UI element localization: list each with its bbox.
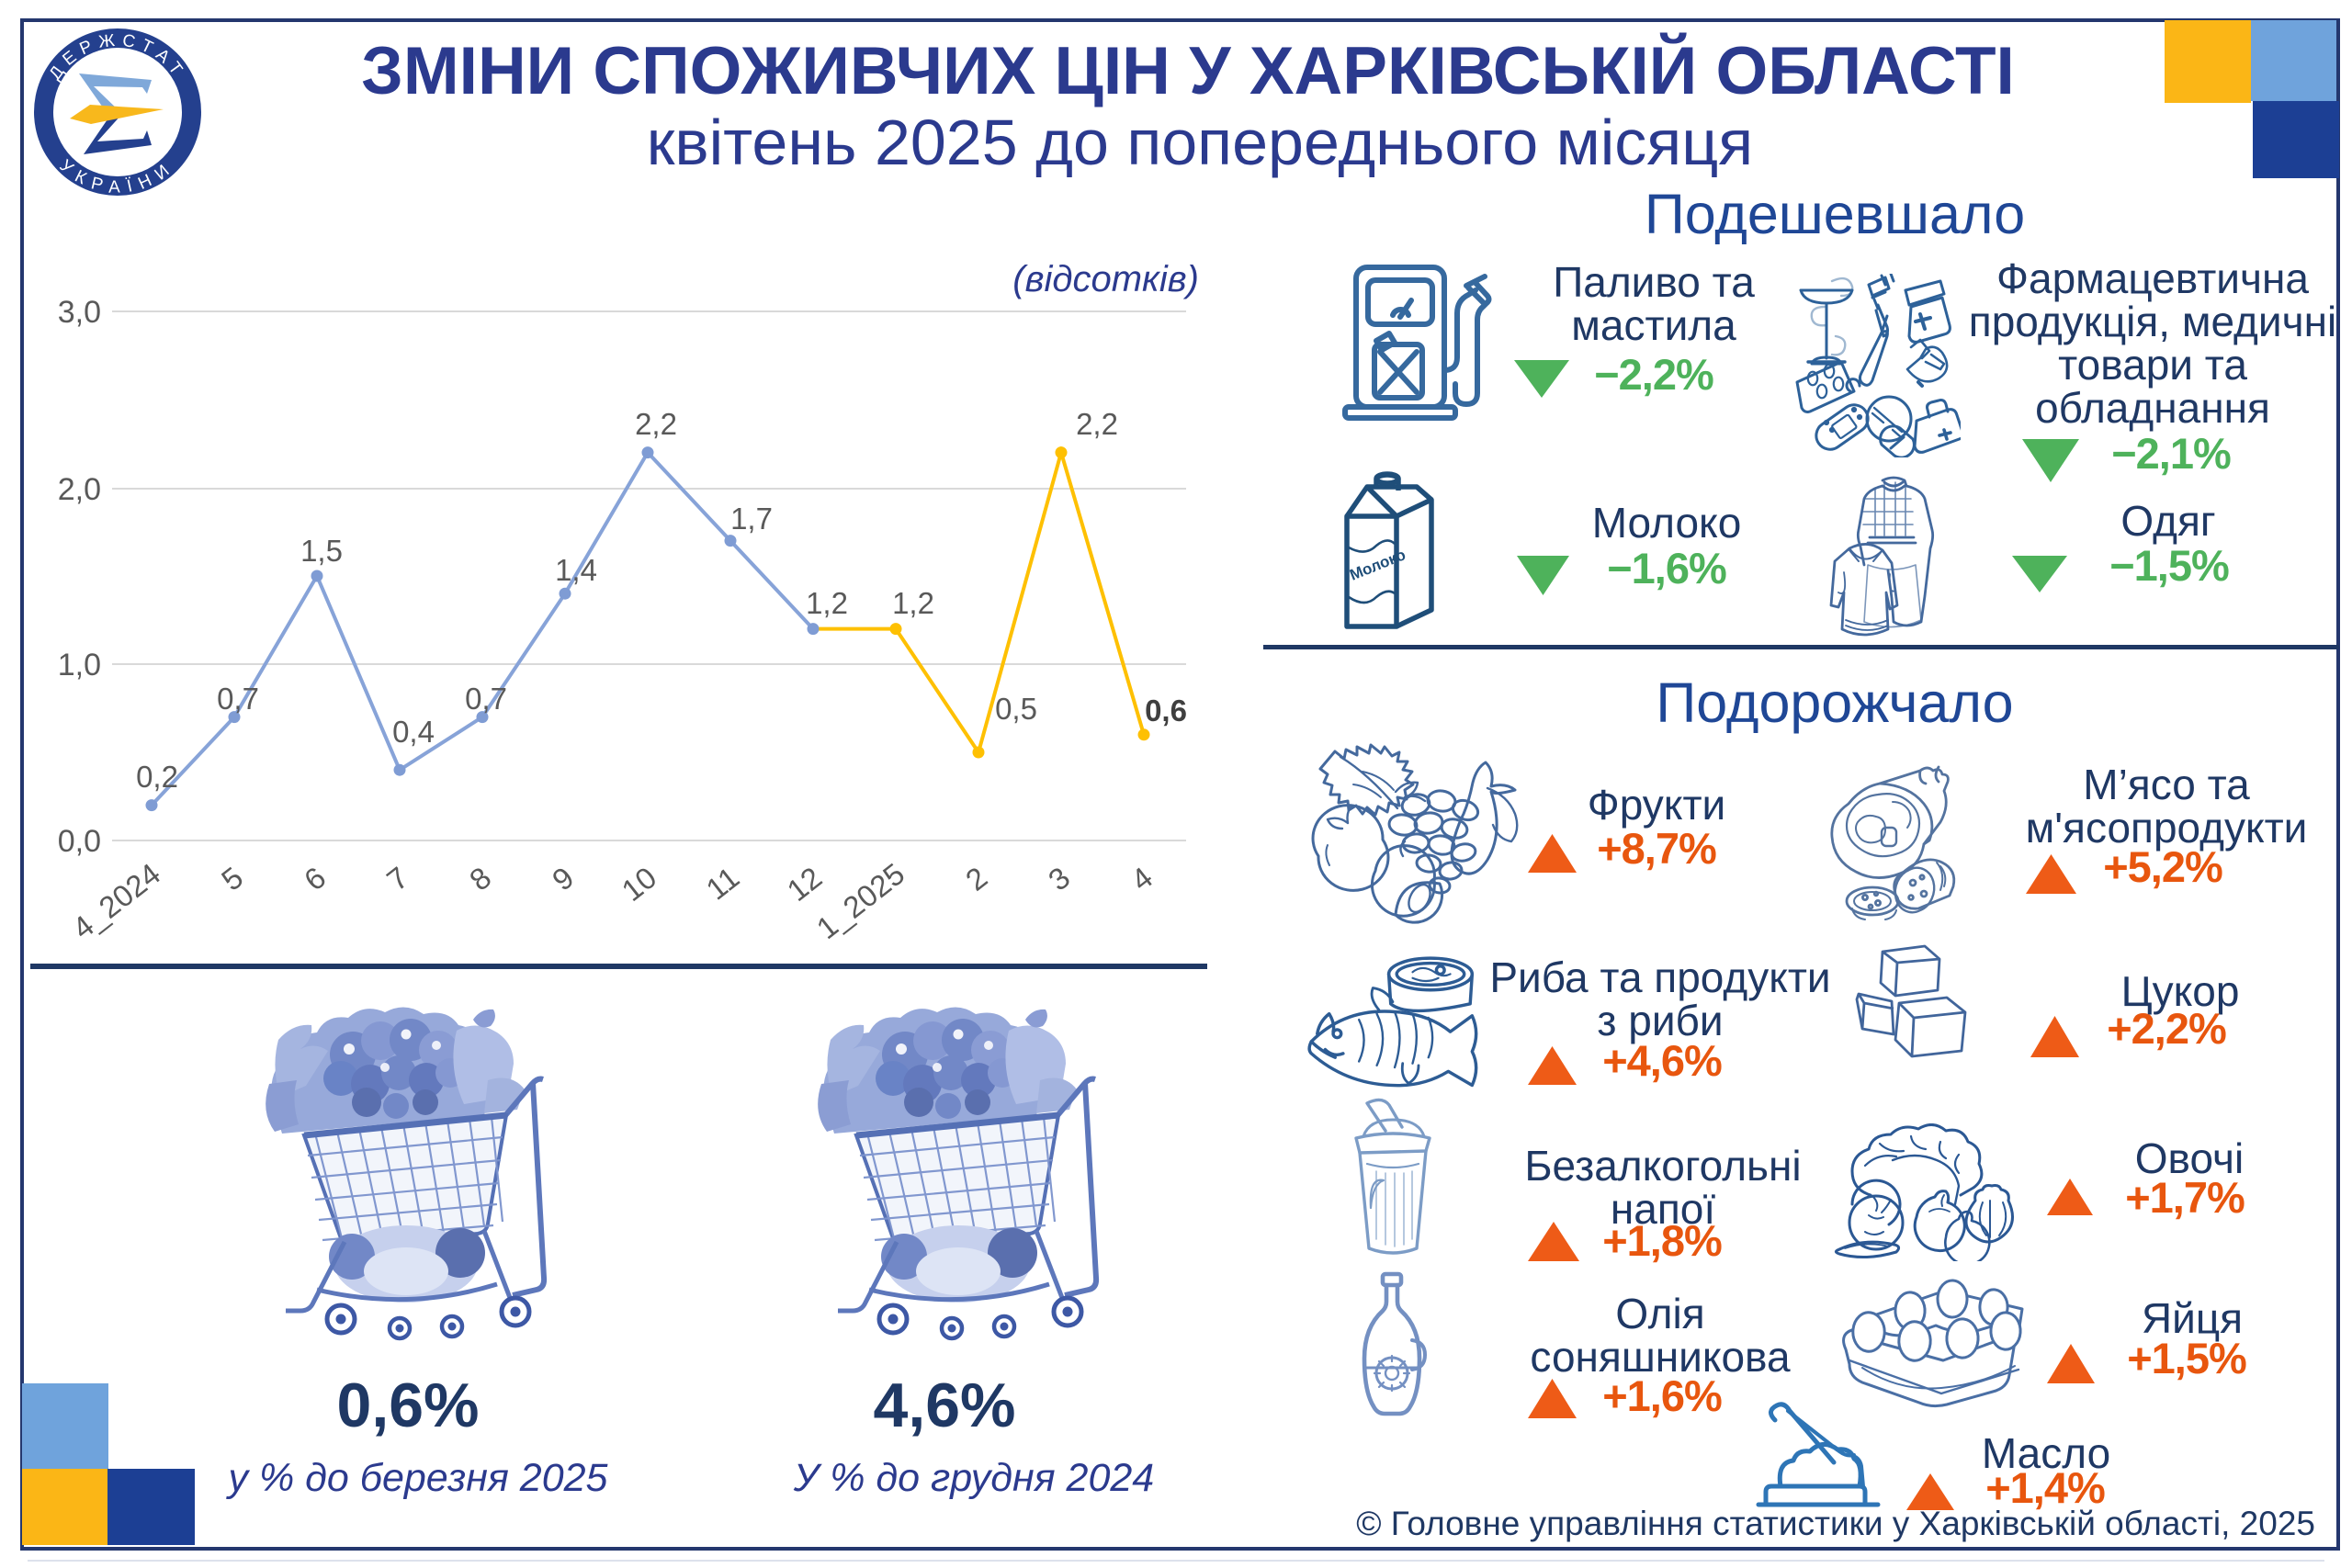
svg-text:11: 11 [700, 860, 746, 906]
svg-text:0,2: 0,2 [136, 760, 178, 794]
svg-text:1,2: 1,2 [892, 586, 934, 620]
svg-text:1,4: 1,4 [555, 553, 597, 587]
svg-text:2,2: 2,2 [1076, 407, 1118, 441]
svg-text:2: 2 [959, 860, 993, 897]
svg-text:10: 10 [616, 860, 663, 908]
svg-text:0,0: 0,0 [58, 824, 101, 859]
svg-text:1,5: 1,5 [300, 534, 343, 568]
svg-text:0,7: 0,7 [465, 682, 507, 716]
svg-text:4: 4 [1125, 860, 1159, 897]
svg-text:0,7: 0,7 [217, 682, 259, 716]
svg-text:3: 3 [1042, 860, 1076, 897]
svg-text:2,2: 2,2 [635, 407, 677, 441]
svg-text:12: 12 [781, 860, 829, 908]
svg-text:1,7: 1,7 [730, 502, 773, 536]
svg-text:7: 7 [380, 860, 414, 897]
svg-text:9: 9 [546, 860, 580, 897]
svg-text:5: 5 [215, 860, 249, 897]
svg-text:6: 6 [298, 860, 332, 897]
svg-text:1,0: 1,0 [58, 648, 101, 682]
svg-text:3,0: 3,0 [58, 295, 101, 330]
svg-text:0,6: 0,6 [1145, 694, 1187, 728]
svg-text:8: 8 [463, 860, 497, 897]
svg-text:0,4: 0,4 [392, 715, 435, 749]
svg-text:4_2024: 4_2024 [66, 856, 167, 945]
svg-text:0,5: 0,5 [995, 692, 1037, 726]
svg-text:1_2025: 1_2025 [810, 856, 911, 945]
svg-text:2,0: 2,0 [58, 472, 101, 507]
svg-text:1,2: 1,2 [806, 586, 848, 620]
